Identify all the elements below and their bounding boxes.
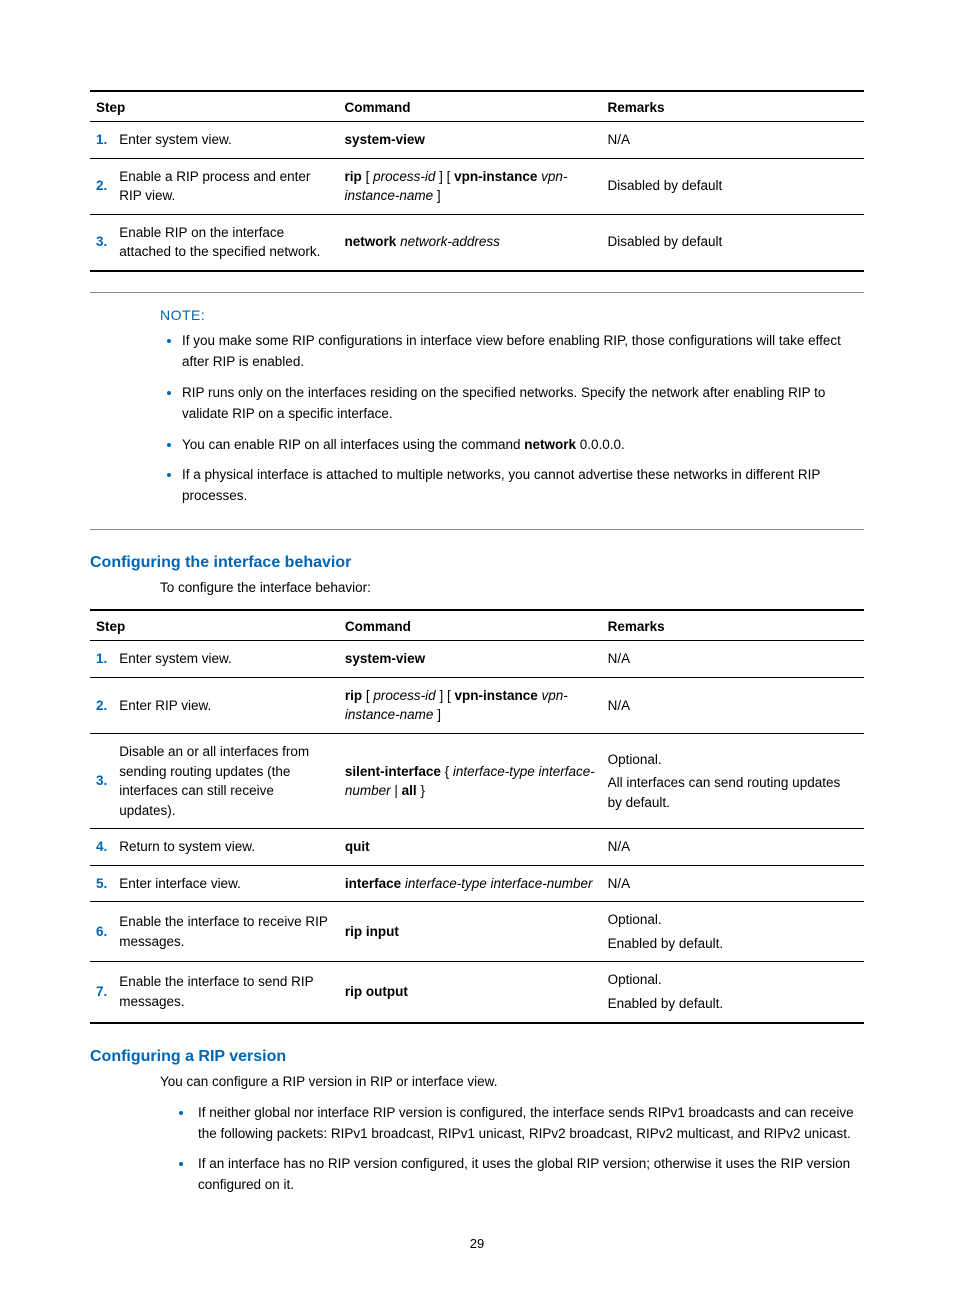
remarks-cell: N/A	[602, 829, 864, 866]
step-number: 1.	[90, 641, 113, 678]
step-desc: Enable RIP on the interface attached to …	[113, 214, 338, 271]
command-cell: silent-interface { interface-type interf…	[339, 733, 602, 828]
step-number: 4.	[90, 829, 113, 866]
step-desc: Disable an or all interfaces from sendin…	[113, 733, 339, 828]
command-cell: rip [ process-id ] [ vpn-instance vpn-in…	[339, 158, 602, 214]
config-table-1: Step Command Remarks 1. Enter system vie…	[90, 90, 864, 272]
step-number: 1.	[90, 122, 113, 159]
remarks-cell: Disabled by default	[601, 214, 864, 271]
step-number: 2.	[90, 158, 113, 214]
table-row: 5. Enter interface view. interface inter…	[90, 865, 864, 902]
step-desc: Enter system view.	[113, 122, 338, 159]
section-intro: To configure the interface behavior:	[160, 580, 864, 595]
command-cell: system-view	[339, 641, 602, 678]
th-remarks: Remarks	[602, 610, 864, 641]
document-page: Step Command Remarks 1. Enter system vie…	[0, 0, 954, 1301]
config-table-2: Step Command Remarks 1. Enter system vie…	[90, 609, 864, 1023]
table-row: 1. Enter system view. system-view N/A	[90, 122, 864, 159]
th-command: Command	[339, 91, 602, 122]
command-cell: system-view	[339, 122, 602, 159]
step-number: 3.	[90, 214, 113, 271]
note-item: If you make some RIP configurations in i…	[182, 331, 864, 373]
step-desc: Enter system view.	[113, 641, 339, 678]
step-desc: Enter interface view.	[113, 865, 339, 902]
step-number: 2.	[90, 677, 113, 733]
table-row: 1. Enter system view. system-view N/A	[90, 641, 864, 678]
step-number: 7.	[90, 962, 113, 1023]
table-row: 7. Enable the interface to send RIP mess…	[90, 962, 864, 1023]
remarks-cell: N/A	[602, 641, 864, 678]
step-desc: Enable the interface to send RIP message…	[113, 962, 339, 1023]
section-heading: Configuring the interface behavior	[90, 554, 864, 572]
th-step: Step	[90, 91, 339, 122]
list-item: If neither global nor interface RIP vers…	[194, 1103, 864, 1145]
command-cell: rip [ process-id ] [ vpn-instance vpn-in…	[339, 677, 602, 733]
table-row: 2. Enter RIP view. rip [ process-id ] [ …	[90, 677, 864, 733]
note-label: NOTE:	[160, 307, 864, 323]
remarks-cell: Optional. Enabled by default.	[602, 902, 864, 962]
note-block: NOTE: If you make some RIP configuration…	[90, 292, 864, 530]
section-heading: Configuring a RIP version	[90, 1048, 864, 1066]
note-item: If a physical interface is attached to m…	[182, 465, 864, 507]
th-remarks: Remarks	[601, 91, 864, 122]
remarks-cell: Optional. Enabled by default.	[602, 962, 864, 1023]
remarks-cell: Disabled by default	[601, 158, 864, 214]
note-item: You can enable RIP on all interfaces usi…	[182, 435, 864, 456]
section-intro: You can configure a RIP version in RIP o…	[160, 1074, 864, 1089]
step-number: 5.	[90, 865, 113, 902]
table-row: 3. Disable an or all interfaces from sen…	[90, 733, 864, 828]
list-item: If an interface has no RIP version confi…	[194, 1154, 864, 1196]
command-cell: rip output	[339, 962, 602, 1023]
note-item: RIP runs only on the interfaces residing…	[182, 383, 864, 425]
command-cell: interface interface-type interface-numbe…	[339, 865, 602, 902]
table-row: 4. Return to system view. quit N/A	[90, 829, 864, 866]
step-desc: Enter RIP view.	[113, 677, 339, 733]
command-cell: network network-address	[339, 214, 602, 271]
step-number: 3.	[90, 733, 113, 828]
step-desc: Enable a RIP process and enter RIP view.	[113, 158, 338, 214]
body-list: If neither global nor interface RIP vers…	[160, 1103, 864, 1197]
remarks-cell: Optional. All interfaces can send routin…	[602, 733, 864, 828]
remarks-cell: N/A	[602, 677, 864, 733]
table-row: 6. Enable the interface to receive RIP m…	[90, 902, 864, 962]
step-desc: Return to system view.	[113, 829, 339, 866]
command-cell: rip input	[339, 902, 602, 962]
table-row: 3. Enable RIP on the interface attached …	[90, 214, 864, 271]
remarks-cell: N/A	[602, 865, 864, 902]
note-list: If you make some RIP configurations in i…	[160, 331, 864, 507]
th-step: Step	[90, 610, 339, 641]
th-command: Command	[339, 610, 602, 641]
page-number: 29	[90, 1236, 864, 1251]
step-desc: Enable the interface to receive RIP mess…	[113, 902, 339, 962]
command-cell: quit	[339, 829, 602, 866]
remarks-cell: N/A	[601, 122, 864, 159]
table-row: 2. Enable a RIP process and enter RIP vi…	[90, 158, 864, 214]
step-number: 6.	[90, 902, 113, 962]
